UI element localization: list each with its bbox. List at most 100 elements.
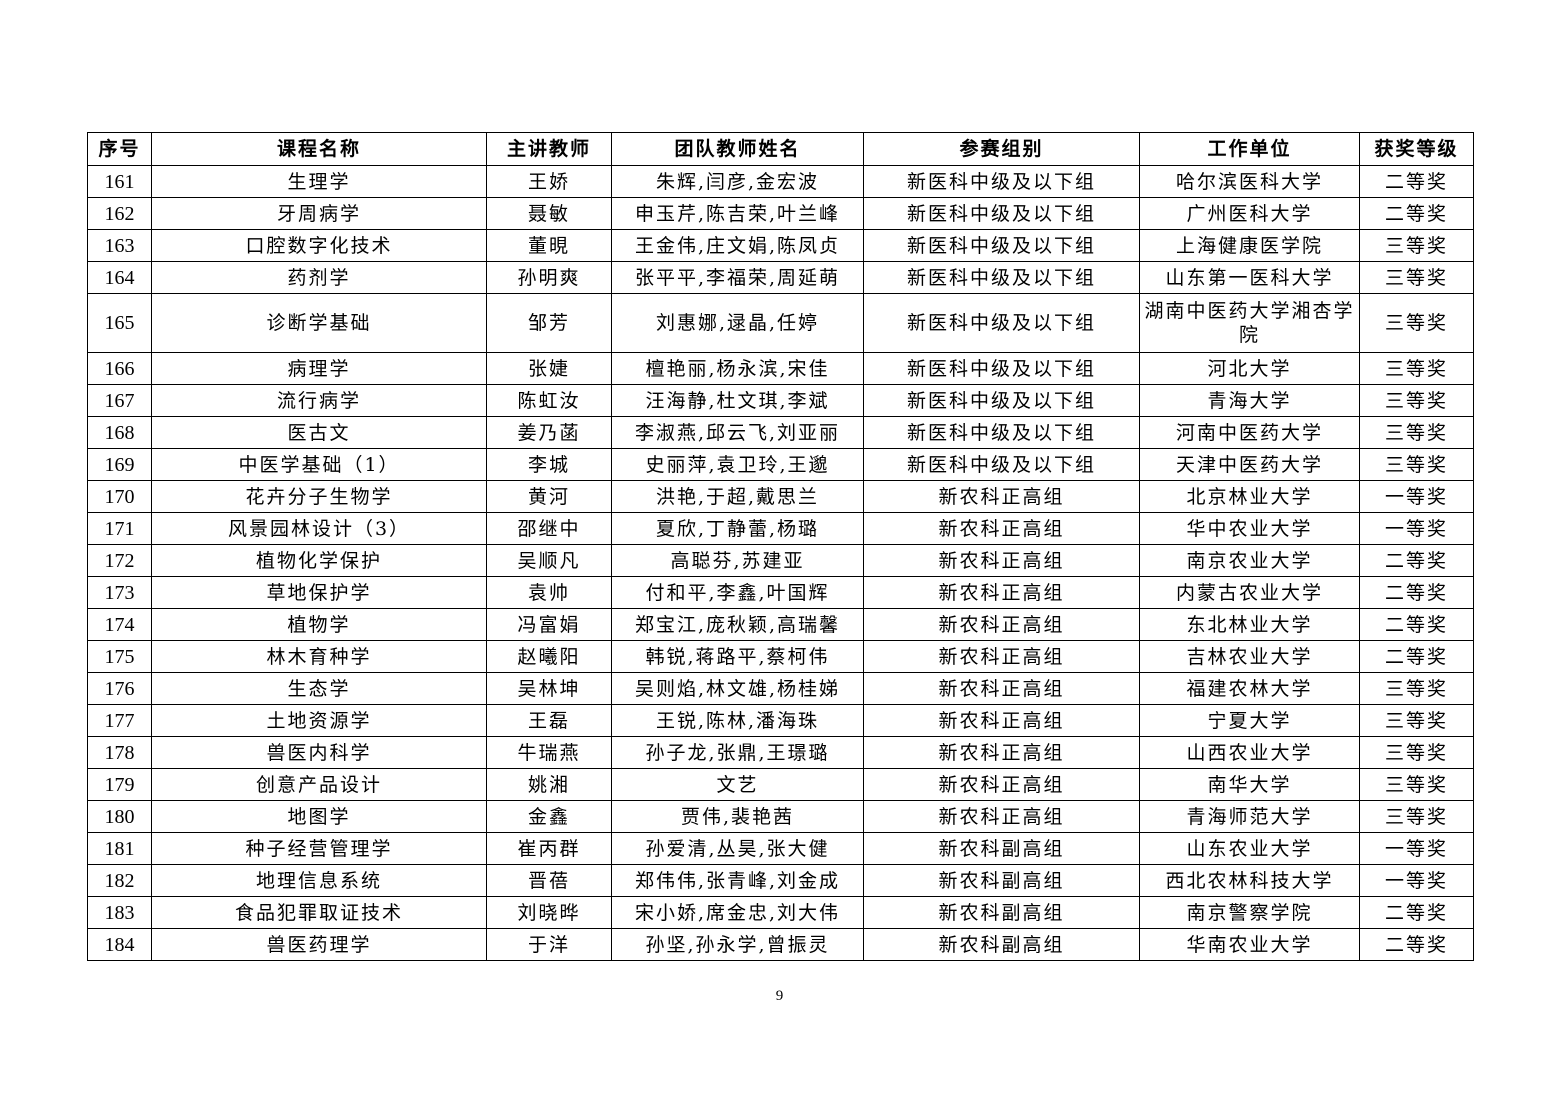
table-row: 175 林木育种学 赵曦阳 韩锐,蒋路平,蔡柯伟 新农科正高组 吉林农业大学 二等奖 [87,640,1474,673]
cell-award-level: 三等奖 [1359,736,1474,769]
table-row: 162 牙周病学 聂敏 申玉芹,陈吉荣,叶兰峰 新医科中级及以下组 广州医科大学 二等奖 [87,197,1474,230]
cell-award-level: 一等奖 [1359,480,1474,513]
cell-serial-number: 182 [87,864,152,897]
cell-serial-number: 165 [87,293,152,353]
cell-lead-teacher: 姜乃菡 [486,416,612,449]
cell-competition-group: 新农科副高组 [863,928,1140,961]
cell-course-name: 诊断学基础 [151,293,487,353]
cell-award-level: 二等奖 [1359,165,1474,198]
cell-award-level: 二等奖 [1359,640,1474,673]
cell-team-teachers: 孙爱清,丛昊,张大健 [611,832,864,865]
cell-award-level: 三等奖 [1359,448,1474,481]
cell-team-teachers: 朱辉,闫彦,金宏波 [611,165,864,198]
cell-lead-teacher: 黄河 [486,480,612,513]
cell-team-teachers: 申玉芹,陈吉荣,叶兰峰 [611,197,864,230]
table-row: 165 诊断学基础 邹芳 刘惠娜,逯晶,任婷 新医科中级及以下组 湖南中医药大学湘杏学院三… [87,293,1474,353]
cell-team-teachers: 郑伟伟,张青峰,刘金成 [611,864,864,897]
header-team-teachers: 团队教师姓名 [611,132,864,166]
table-row: 183 食品犯罪取证技术 刘晓晔 宋小娇,席金忠,刘大伟 新农科副高组 南京警察学院 二等奖 [87,896,1474,929]
table-row: 166 病理学 张婕 檀艳丽,杨永滨,宋佳 新医科中级及以下组 河北大学 三等奖 [87,352,1474,385]
cell-award-level: 三等奖 [1359,352,1474,385]
cell-work-unit: 东北林业大学 [1139,608,1360,641]
cell-competition-group: 新医科中级及以下组 [863,448,1140,481]
cell-lead-teacher: 聂敏 [486,197,612,230]
table-row: 167 流行病学 陈虹汝 汪海静,杜文琪,李斌 新医科中级及以下组 青海大学 三等奖 [87,384,1474,417]
cell-course-name: 种子经营管理学 [151,832,487,865]
cell-work-unit: 山东第一医科大学 [1139,261,1360,294]
cell-course-name: 兽医药理学 [151,928,487,961]
cell-serial-number: 184 [87,928,152,961]
cell-lead-teacher: 姚湘 [486,768,612,801]
awards-table: 序号 课程名称 主讲教师 团队教师姓名 参赛组别 工作单位 获奖等级 161 生理学 王娇 朱辉,… [87,132,1474,961]
cell-serial-number: 168 [87,416,152,449]
cell-team-teachers: 汪海静,杜文琪,李斌 [611,384,864,417]
cell-award-level: 一等奖 [1359,512,1474,545]
cell-competition-group: 新农科副高组 [863,832,1140,865]
cell-lead-teacher: 赵曦阳 [486,640,612,673]
cell-work-unit: 吉林农业大学 [1139,640,1360,673]
cell-work-unit: 河北大学 [1139,352,1360,385]
cell-competition-group: 新医科中级及以下组 [863,384,1140,417]
cell-award-level: 二等奖 [1359,896,1474,929]
cell-course-name: 牙周病学 [151,197,487,230]
cell-work-unit: 南京警察学院 [1139,896,1360,929]
cell-lead-teacher: 邵继中 [486,512,612,545]
header-course-name: 课程名称 [151,132,487,166]
cell-team-teachers: 孙子龙,张鼎,王璟璐 [611,736,864,769]
cell-team-teachers: 王金伟,庄文娟,陈凤贞 [611,229,864,262]
cell-team-teachers: 洪艳,于超,戴思兰 [611,480,864,513]
table-row: 178 兽医内科学 牛瑞燕 孙子龙,张鼎,王璟璐 新农科正高组 山西农业大学 三等奖 [87,736,1474,769]
cell-team-teachers: 付和平,李鑫,叶国辉 [611,576,864,609]
cell-work-unit: 西北农林科技大学 [1139,864,1360,897]
cell-competition-group: 新医科中级及以下组 [863,197,1140,230]
table-row: 176 生态学 吴林坤 吴则焰,林文雄,杨桂娣 新农科正高组 福建农林大学 三等奖 [87,672,1474,705]
cell-award-level: 一等奖 [1359,864,1474,897]
cell-award-level: 二等奖 [1359,197,1474,230]
table-row: 171 风景园林设计（3） 邵继中 夏欣,丁静蕾,杨璐 新农科正高组 华中农业大学 一等奖 [87,512,1474,545]
cell-lead-teacher: 吴顺凡 [486,544,612,577]
cell-lead-teacher: 王磊 [486,704,612,737]
cell-work-unit: 山东农业大学 [1139,832,1360,865]
cell-course-name: 创意产品设计 [151,768,487,801]
cell-team-teachers: 郑宝江,庞秋颖,高瑞馨 [611,608,864,641]
cell-course-name: 土地资源学 [151,704,487,737]
cell-award-level: 三等奖 [1359,293,1474,353]
cell-lead-teacher: 崔丙群 [486,832,612,865]
cell-serial-number: 173 [87,576,152,609]
header-serial-number: 序号 [87,132,152,166]
cell-award-level: 一等奖 [1359,832,1474,865]
cell-lead-teacher: 晋蓓 [486,864,612,897]
page-number: 9 [775,988,784,1004]
cell-course-name: 林木育种学 [151,640,487,673]
cell-serial-number: 172 [87,544,152,577]
cell-work-unit: 青海大学 [1139,384,1360,417]
table-row: 173 草地保护学 袁帅 付和平,李鑫,叶国辉 新农科正高组 内蒙古农业大学 二等奖 [87,576,1474,609]
cell-lead-teacher: 牛瑞燕 [486,736,612,769]
cell-team-teachers: 文艺 [611,768,864,801]
cell-work-unit: 华南农业大学 [1139,928,1360,961]
cell-course-name: 地理信息系统 [151,864,487,897]
cell-work-unit: 南京农业大学 [1139,544,1360,577]
cell-work-unit: 福建农林大学 [1139,672,1360,705]
cell-course-name: 食品犯罪取证技术 [151,896,487,929]
cell-competition-group: 新农科副高组 [863,864,1140,897]
cell-competition-group: 新医科中级及以下组 [863,165,1140,198]
cell-competition-group: 新农科正高组 [863,608,1140,641]
cell-work-unit: 哈尔滨医科大学 [1139,165,1360,198]
cell-course-name: 药剂学 [151,261,487,294]
cell-serial-number: 163 [87,229,152,262]
cell-lead-teacher: 刘晓晔 [486,896,612,929]
cell-serial-number: 174 [87,608,152,641]
cell-competition-group: 新农科正高组 [863,544,1140,577]
cell-lead-teacher: 董晛 [486,229,612,262]
cell-award-level: 三等奖 [1359,704,1474,737]
cell-team-teachers: 李淑燕,邱云飞,刘亚丽 [611,416,864,449]
table-header-row: 序号 课程名称 主讲教师 团队教师姓名 参赛组别 工作单位 获奖等级 [87,132,1474,166]
header-lead-teacher: 主讲教师 [486,132,612,166]
table-row: 161 生理学 王娇 朱辉,闫彦,金宏波 新医科中级及以下组 哈尔滨医科大学 二等奖 [87,165,1474,198]
cell-work-unit: 南华大学 [1139,768,1360,801]
cell-serial-number: 183 [87,896,152,929]
cell-award-level: 二等奖 [1359,576,1474,609]
cell-serial-number: 180 [87,800,152,833]
cell-course-name: 病理学 [151,352,487,385]
